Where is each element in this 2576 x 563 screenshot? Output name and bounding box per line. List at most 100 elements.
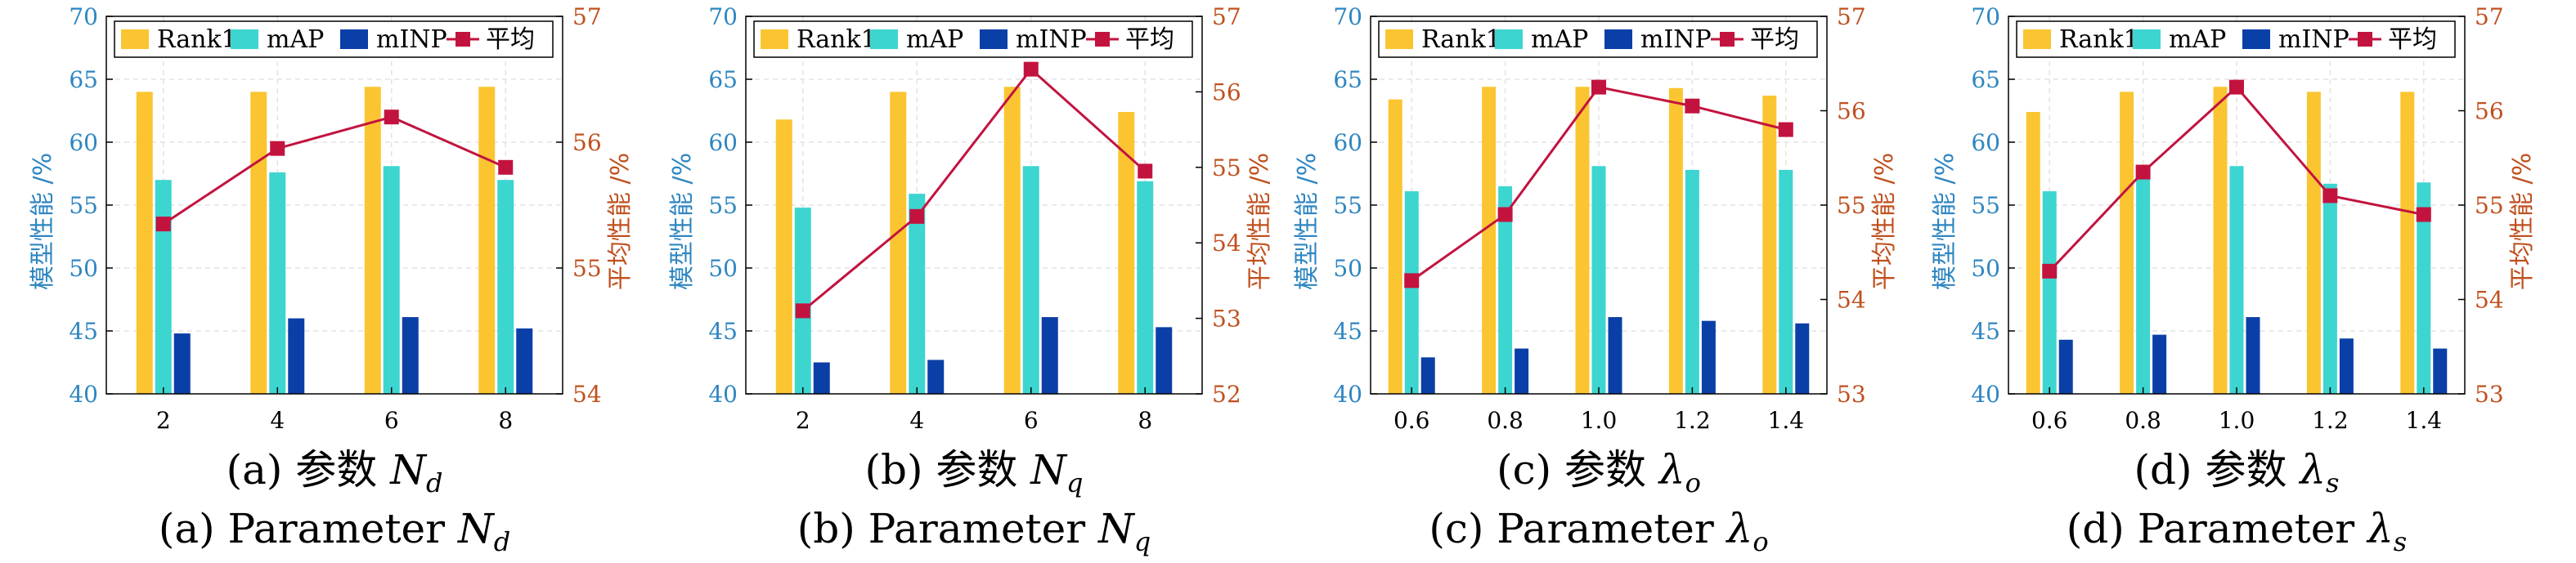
legend-label: mINP: [2278, 25, 2349, 54]
bar-minp-4: [927, 360, 945, 394]
legend-label: mAP: [2169, 25, 2226, 54]
caption-en: (a) Parameter Nd: [159, 505, 510, 557]
left-tick-label: 55: [69, 192, 98, 219]
caption-en: (c) Parameter λo: [1429, 505, 1768, 557]
average-point-2: [795, 303, 810, 319]
legend: Rank1 mAP mINP 平均: [2016, 20, 2456, 58]
average-point-0.6: [1404, 273, 1420, 288]
legend-swatch-map: [231, 29, 258, 49]
right-axis-title: 平均性能 /%: [606, 153, 635, 290]
bar-rank1-0.6: [1388, 99, 1402, 394]
x-tick-label: 1.2: [1674, 407, 1711, 434]
legend-swatch-marker: [1095, 32, 1110, 47]
bar-rank1-8: [478, 87, 496, 395]
average-point-6: [384, 109, 399, 125]
bar-minp-2: [813, 362, 830, 394]
right-tick-label: 54: [572, 381, 602, 408]
left-tick-label: 55: [1333, 192, 1362, 219]
left-tick-label: 65: [1971, 66, 2000, 93]
legend-box: [753, 20, 1193, 58]
bar-rank1-2: [775, 119, 792, 394]
left-axis-title: 模型性能 /%: [29, 153, 57, 290]
bar-minp-2: [173, 333, 191, 394]
bar-rank1-4: [250, 92, 267, 395]
bar-rank1-1.0: [1575, 87, 1590, 395]
bar-map-1.0: [2229, 166, 2244, 394]
bar-rank1-1.4: [2400, 92, 2415, 395]
legend-swatch-marker: [1720, 32, 1735, 47]
left-tick-label: 70: [1333, 3, 1362, 30]
bar-rank1-1.0: [2213, 87, 2228, 395]
chart-panel-2: 40 45 50 55 60 65 70 52 53 54 55 56 57 2 4 6 8 模型性能 /% 平均性…: [668, 3, 1274, 557]
legend-label: Rank1: [797, 25, 877, 54]
bar-map-1.4: [2417, 182, 2431, 394]
right-tick-label: 57: [1837, 3, 1866, 30]
right-tick-label: 53: [2475, 381, 2504, 408]
caption-en: (d) Parameter λs: [2067, 505, 2407, 557]
chart-panel-3: 40 45 50 55 60 65 70 53 54 55 56 57 0.6 0.8 1.0 1.2 1.4 模…: [1293, 3, 1899, 557]
bar-map-0.8: [2136, 168, 2151, 394]
bar-rank1-8: [1118, 112, 1135, 395]
bar-map-8: [497, 180, 514, 394]
legend-box: [1378, 20, 1818, 58]
average-point-0.8: [1497, 207, 1513, 222]
caption-cn: (a) 参数 Nd: [227, 446, 443, 498]
x-tick-label: 2: [156, 407, 171, 434]
bar-minp-6: [402, 317, 419, 394]
legend-label: mAP: [267, 25, 324, 54]
bar-rank1-1.2: [2306, 92, 2321, 395]
caption-en: (b) Parameter Nq: [797, 505, 1151, 557]
legend-label: mAP: [1531, 25, 1588, 54]
average-point-1.0: [2229, 79, 2244, 95]
left-tick-label: 55: [1971, 192, 2000, 219]
bar-map-6: [1022, 166, 1039, 394]
bar-map-2: [794, 208, 811, 394]
bar-minp-1.4: [2433, 348, 2448, 394]
average-point-4: [909, 208, 925, 224]
legend-swatch-rank1: [1385, 29, 1413, 49]
x-tick-label: 2: [796, 407, 810, 434]
left-tick-label: 70: [69, 3, 98, 30]
bar-map-0.6: [2042, 191, 2057, 394]
left-tick-label: 40: [1333, 381, 1362, 408]
bar-map-8: [1137, 181, 1154, 395]
x-tick-label: 8: [498, 407, 513, 434]
legend-swatch-minp: [980, 29, 1008, 49]
left-tick-label: 60: [708, 129, 738, 156]
caption-cn: (d) 参数 λs: [2134, 446, 2340, 498]
legend-label: mINP: [1016, 25, 1087, 54]
average-point-0.6: [2042, 263, 2058, 279]
bar-rank1-0.8: [1482, 87, 1497, 395]
chart-panel-1: 40 45 50 55 60 65 70 54 55 56 57 2 4 6 8 模型性能 /% 平均性能 /%…: [29, 3, 635, 557]
average-point-6: [1023, 61, 1039, 77]
x-tick-label: 1.2: [2312, 407, 2349, 434]
right-tick-label: 54: [1837, 287, 1866, 314]
legend-label: 平均: [1125, 25, 1174, 54]
bar-rank1-1.4: [1762, 96, 1777, 395]
right-tick-label: 56: [572, 129, 602, 156]
x-tick-label: 0.6: [1393, 407, 1430, 434]
average-point-8: [1138, 163, 1153, 179]
bar-minp-1.4: [1795, 323, 1810, 394]
bar-rank1-0.8: [2120, 92, 2134, 395]
left-tick-label: 65: [708, 66, 738, 93]
right-tick-label: 57: [572, 3, 602, 30]
bar-minp-1.2: [1701, 320, 1716, 394]
bar-map-2: [155, 180, 172, 394]
average-point-1.4: [1778, 122, 1793, 137]
average-point-1.4: [2416, 207, 2431, 222]
left-tick-label: 70: [1971, 3, 2000, 30]
right-tick-label: 55: [1212, 154, 1241, 181]
right-tick-label: 57: [2475, 3, 2504, 30]
x-tick-label: 1.0: [1581, 407, 1618, 434]
legend-swatch-rank1: [2023, 29, 2051, 49]
bar-rank1-2: [136, 92, 153, 395]
legend-swatch-minp: [1604, 29, 1632, 49]
x-tick-label: 1.0: [2219, 407, 2255, 434]
left-tick-label: 50: [1333, 255, 1362, 282]
bar-map-0.6: [1404, 191, 1419, 394]
left-tick-label: 65: [1333, 66, 1362, 93]
x-tick-label: 8: [1138, 407, 1152, 434]
left-tick-label: 50: [708, 255, 738, 282]
